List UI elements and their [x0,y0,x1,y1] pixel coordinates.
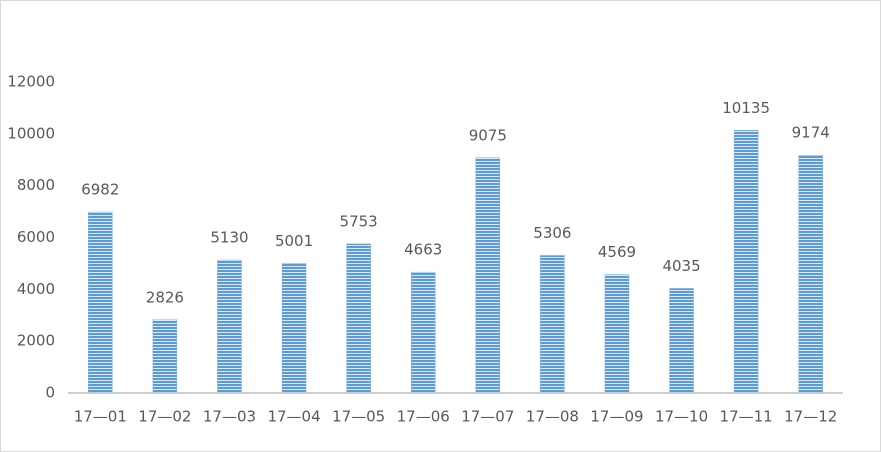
bar [152,319,178,394]
y-tick-label: 0 [45,384,55,402]
y-tick-label: 4000 [17,280,55,298]
data-label: 4569 [598,243,636,261]
data-label: 2826 [146,288,184,306]
x-tick-label: 17—11 [720,408,773,426]
x-tick-label: 17—05 [332,408,385,426]
y-tick-label: 10000 [7,124,55,142]
data-label: 9174 [792,124,830,142]
bar [346,243,371,394]
bar [475,157,501,394]
bar [604,274,630,394]
bar [540,255,565,394]
x-tick-label: 17—04 [267,408,320,426]
bar [733,130,759,394]
x-tick-label: 17—03 [203,408,256,426]
bar [798,154,823,394]
y-tick-label: 2000 [17,332,55,350]
x-tick-label: 17—06 [397,408,450,426]
y-tick-label: 12000 [7,73,55,91]
bar [281,263,307,394]
x-tick-label: 17—08 [526,408,579,426]
data-label: 10135 [722,99,770,117]
x-tick-label: 17—07 [461,408,514,426]
x-tick-label: 17—09 [590,408,643,426]
data-label: 6982 [81,181,119,199]
bar [217,259,242,394]
data-label: 4035 [662,257,700,275]
data-label: 5130 [210,229,248,247]
bar [669,288,694,394]
data-label: 5753 [340,212,378,230]
y-tick-label: 6000 [17,228,55,246]
y-tick-label: 8000 [17,176,55,194]
data-label: 4663 [404,241,442,259]
bar [88,211,113,394]
x-tick-label: 17—02 [138,408,191,426]
bar [410,271,436,394]
x-tick-label: 17—10 [655,408,708,426]
data-label: 5306 [533,224,571,242]
data-label: 5001 [275,232,313,250]
data-label: 9075 [469,126,507,144]
x-tick-label: 17—01 [74,408,127,426]
x-tick-label: 17—12 [784,408,837,426]
